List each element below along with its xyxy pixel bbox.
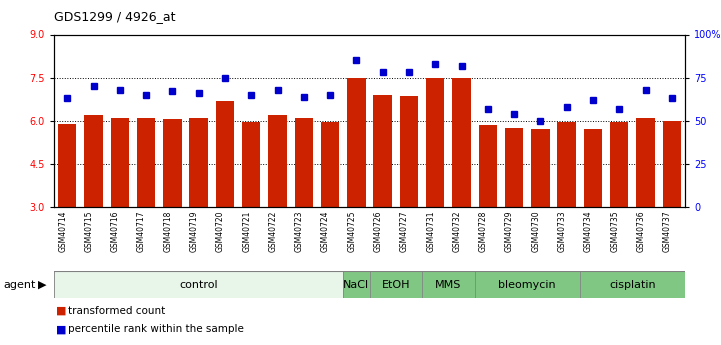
Bar [268, 115, 287, 207]
Bar [242, 122, 260, 207]
Bar [373, 95, 392, 207]
Bar [557, 122, 576, 207]
Text: GSM40714: GSM40714 [58, 210, 67, 252]
Bar [474, 271, 580, 298]
Bar [110, 118, 129, 207]
Text: GSM40733: GSM40733 [557, 210, 567, 252]
Bar [452, 78, 471, 207]
Bar [216, 101, 234, 207]
Text: control: control [180, 280, 218, 289]
Bar [426, 78, 444, 207]
Text: GSM40728: GSM40728 [479, 210, 488, 252]
Bar [84, 115, 102, 207]
Bar [190, 118, 208, 207]
Text: GSM40716: GSM40716 [111, 210, 120, 252]
Text: transformed count: transformed count [68, 306, 166, 315]
Text: GSM40732: GSM40732 [453, 210, 461, 252]
Text: GSM40735: GSM40735 [610, 210, 619, 252]
Bar [663, 121, 681, 207]
Text: ▶: ▶ [37, 280, 46, 289]
Bar [348, 78, 366, 207]
Bar [399, 96, 418, 207]
Text: GSM40737: GSM40737 [663, 210, 672, 252]
Text: GSM40721: GSM40721 [242, 210, 251, 252]
Text: ■: ■ [56, 306, 67, 315]
Bar [580, 271, 685, 298]
Text: NaCl: NaCl [343, 280, 369, 289]
Text: GDS1299 / 4926_at: GDS1299 / 4926_at [54, 10, 176, 23]
Text: GSM40718: GSM40718 [164, 210, 172, 252]
Text: agent: agent [4, 280, 36, 289]
Bar [137, 118, 155, 207]
Text: MMS: MMS [435, 280, 461, 289]
Bar [321, 122, 340, 207]
Text: GSM40717: GSM40717 [137, 210, 146, 252]
Text: GSM40722: GSM40722 [268, 210, 278, 252]
Text: GSM40724: GSM40724 [321, 210, 330, 252]
Text: bleomycin: bleomycin [498, 280, 556, 289]
Bar [505, 128, 523, 207]
Text: GSM40715: GSM40715 [84, 210, 94, 252]
Bar [295, 118, 313, 207]
Bar [637, 118, 655, 207]
Text: GSM40734: GSM40734 [584, 210, 593, 252]
Text: GSM40730: GSM40730 [531, 210, 540, 252]
Text: GSM40723: GSM40723 [295, 210, 304, 252]
Bar [58, 124, 76, 207]
Text: GSM40726: GSM40726 [373, 210, 383, 252]
Bar [369, 271, 422, 298]
Text: GSM40736: GSM40736 [637, 210, 645, 252]
Bar [610, 122, 629, 207]
Bar [163, 119, 182, 207]
Text: GSM40727: GSM40727 [400, 210, 409, 252]
Text: GSM40725: GSM40725 [348, 210, 356, 252]
Bar [343, 271, 369, 298]
Bar [422, 271, 474, 298]
Text: ■: ■ [56, 325, 67, 334]
Text: GSM40731: GSM40731 [426, 210, 435, 252]
Bar [479, 125, 497, 207]
Bar [584, 129, 602, 207]
Text: GSM40720: GSM40720 [216, 210, 225, 252]
Text: GSM40719: GSM40719 [190, 210, 199, 252]
Bar [531, 129, 549, 207]
Text: EtOH: EtOH [381, 280, 410, 289]
Text: cisplatin: cisplatin [609, 280, 655, 289]
Text: percentile rank within the sample: percentile rank within the sample [68, 325, 244, 334]
Text: GSM40729: GSM40729 [505, 210, 514, 252]
Bar [54, 271, 343, 298]
